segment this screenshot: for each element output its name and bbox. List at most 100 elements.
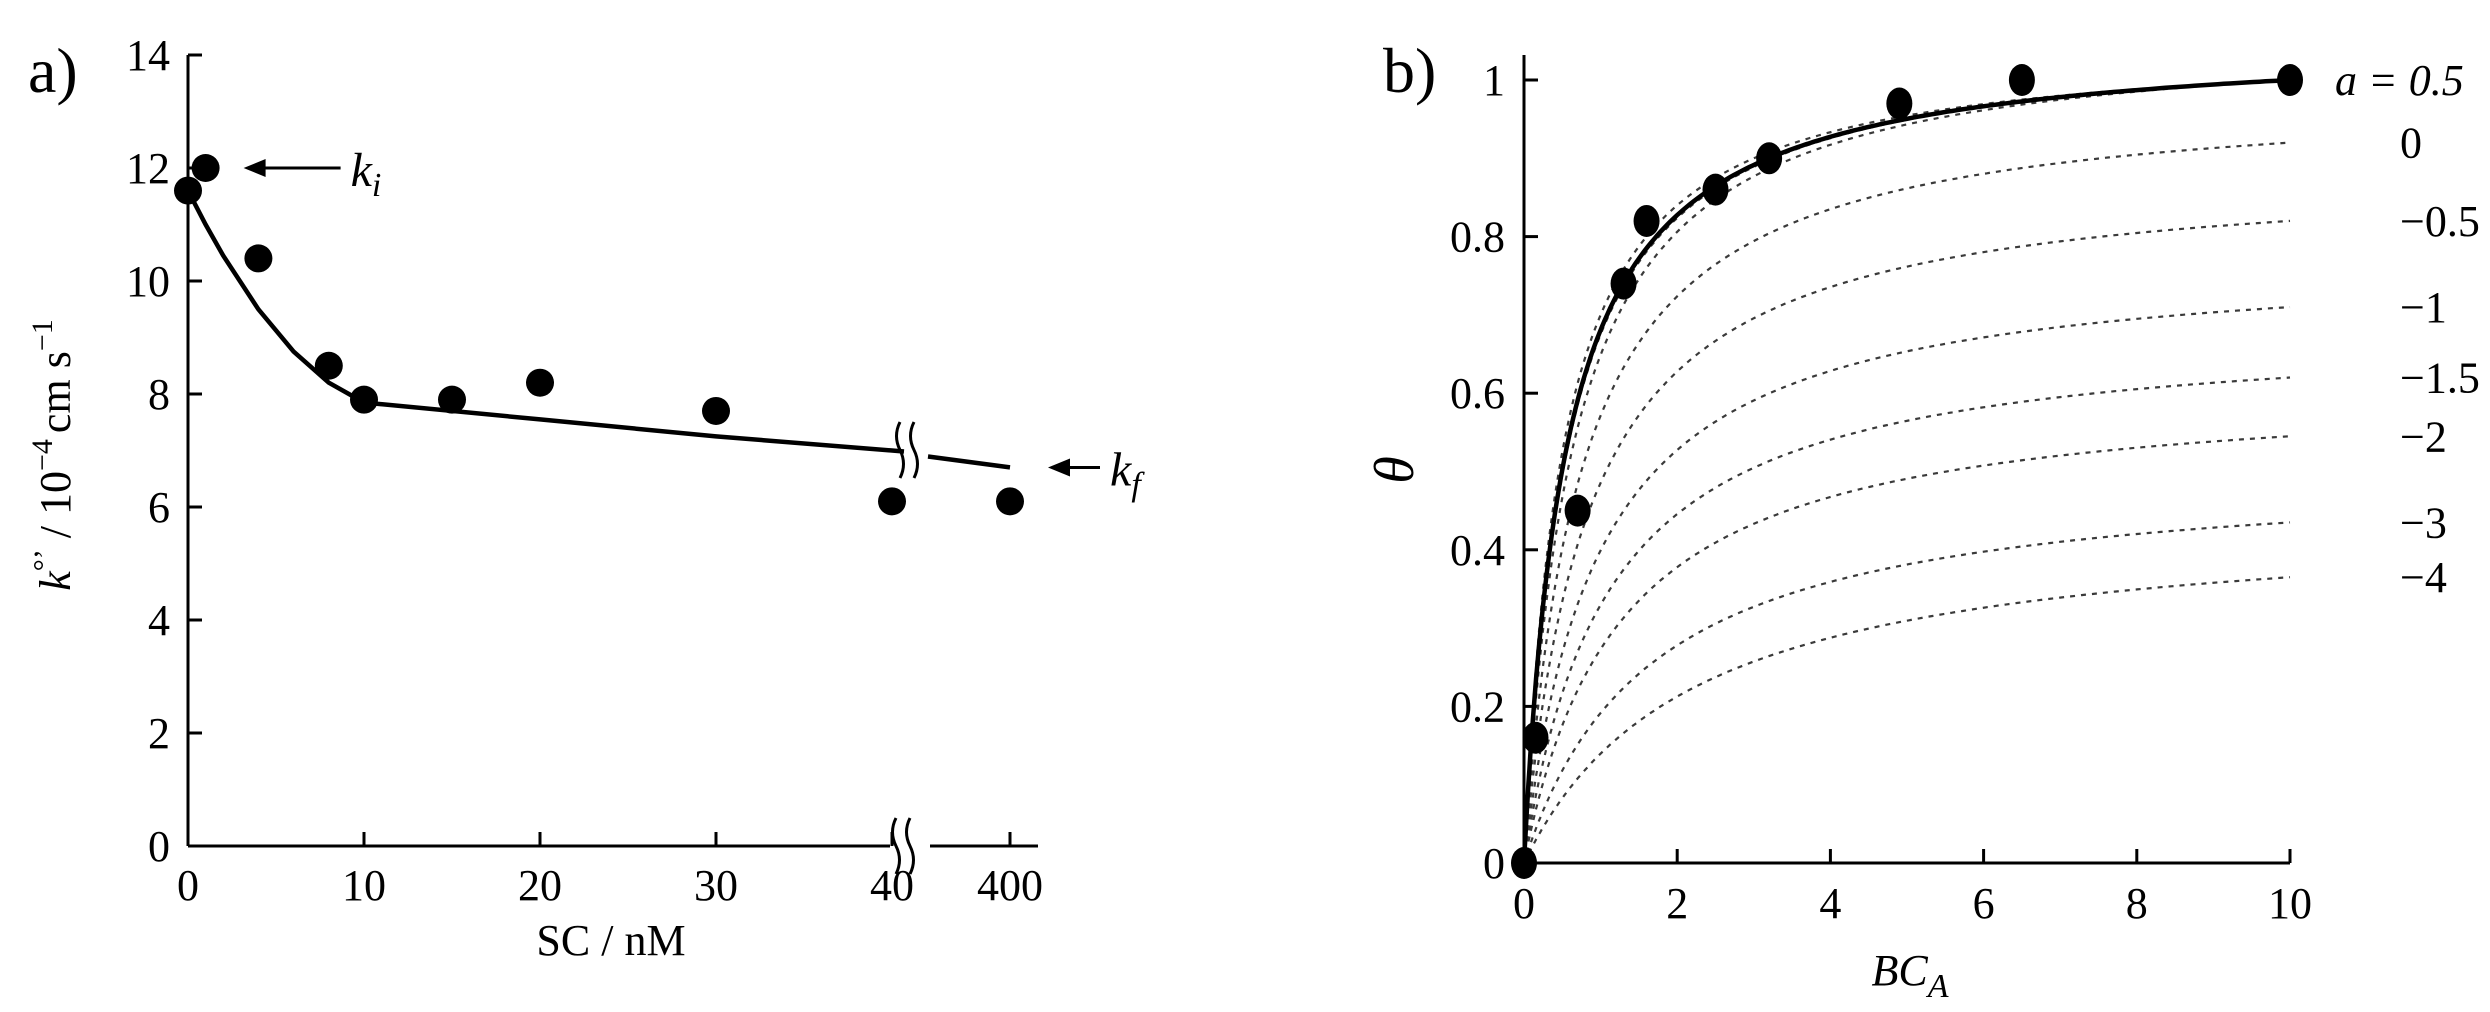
panel-b-x-axis-title-subscript: A — [1926, 968, 1949, 1005]
panel-b-x-tick-label: 0 — [1513, 879, 1535, 928]
panel-b-curve-label: −1.5 — [2400, 354, 2480, 403]
panel-b-model-curve — [1522, 435, 2291, 864]
panel-a-y-axis-title-k: k — [31, 570, 80, 591]
panel-a-x-tick-label: 0 — [177, 861, 199, 910]
panel-a-x-tick-label: 30 — [694, 861, 738, 910]
panel-b-curve-label-text: −0.5 — [2400, 197, 2480, 246]
panel-b-model-curve — [1523, 576, 2291, 864]
panel-b-curve-label-text: −1 — [2400, 283, 2447, 332]
panel-b-model-curve — [1522, 219, 2291, 864]
panel-b-y-tick-label: 0.6 — [1450, 369, 1505, 418]
panel-b-data-point — [2277, 64, 2303, 96]
panel-b-curve-label: 0 — [2400, 119, 2422, 168]
panel-b-curve-label-text: −4 — [2400, 553, 2447, 602]
panel-a-y-tick-label: 12 — [126, 144, 170, 193]
panel-a-y-tick-label: 14 — [126, 31, 170, 80]
panel-b-curve-label: −1 — [2400, 283, 2447, 332]
panel-a-data-point — [350, 385, 378, 414]
panel-a-axis-break-mark — [891, 817, 901, 875]
panel-b-model-curve — [1522, 306, 2291, 864]
panel-b-fit-line — [1521, 77, 2291, 864]
panel-a-x-tick-label: 40 — [870, 861, 914, 910]
panel-b-data-point — [2008, 64, 2035, 96]
panel-b-x-axis-title-main: BC — [1871, 946, 1928, 995]
panel-b-x-ticks: 0 2 4 6 8 10 — [1513, 849, 2312, 928]
panel-b-curve-label-text: −1.5 — [2400, 354, 2480, 403]
panel-a-data-point — [244, 244, 273, 273]
panel-b-x-tick-label: 8 — [2126, 879, 2148, 928]
panel-b-curve-label: −2 — [2400, 412, 2447, 461]
panel-b-model-curve — [1522, 141, 2291, 864]
panel-b-curve-label-text: −3 — [2400, 498, 2447, 547]
panel-b-x-axis-title: BCA — [1871, 946, 1948, 1005]
panel-b-curve-label-text: −2 — [2400, 412, 2447, 461]
panel-b-y-tick-label: 1 — [1483, 56, 1505, 105]
panel-b-model-curve — [1522, 78, 2291, 864]
panel-b-data-point — [1886, 87, 1913, 120]
panel-a-x-ticks: 0 10 20 30 40 400 — [177, 832, 1043, 910]
panel-a-data-points — [174, 154, 1024, 516]
panel-a-annotation-subscript: f — [1131, 466, 1145, 503]
panel-b-model-curve — [1522, 521, 2291, 864]
panel-b-curve-labels: a = 0.5 0 −0.5 −1 −1.5 −2 −3 −4 — [2335, 56, 2480, 602]
panel-a-y-axis-title-units-exponent: −1 — [26, 319, 59, 351]
panel-a-x-tick-label: 10 — [342, 861, 386, 910]
panel-a-data-point — [996, 487, 1024, 516]
panel-b-data-points — [1511, 64, 2303, 879]
panel-b-data-point — [1511, 847, 1537, 879]
panel-a-data-point — [878, 487, 906, 516]
panel-b-fit-curve — [1521, 77, 2291, 864]
panel-a-annotation-main: k — [351, 144, 374, 197]
panel-a-x-axis-title: SC / nM — [536, 916, 685, 965]
panel-a-y-axis-title-units: cm s — [31, 351, 80, 433]
panel-b-model-curve — [1522, 376, 2291, 864]
panel-b-curve-label-text: a = 0.5 — [2335, 56, 2464, 105]
panel-a-axes — [186, 55, 1038, 848]
panel-a-y-tick-label: 8 — [148, 370, 170, 419]
panel-b-y-ticks: 0 0.2 0.4 0.6 0.8 1 — [1450, 56, 1538, 888]
panel-b-model-curve — [1522, 78, 2291, 864]
panel-a-annotation-arrowhead — [1048, 458, 1070, 477]
panel-b-curve-label: a = 0.5 — [2335, 56, 2464, 105]
panel-b-data-point — [1756, 142, 1783, 175]
panel-a-y-tick-label: 2 — [148, 709, 170, 758]
panel-a-y-axis-title-degree: °’ — [28, 549, 61, 571]
panel-b-model-curves — [1522, 78, 2291, 864]
panel-b: b) 0 0.2 0.4 0.6 0.8 1 0 2 4 6 8 10 a = 0.5 0 −0.5 −1… — [1364, 35, 2480, 1005]
panel-a-data-point — [438, 385, 466, 414]
panel-b-data-point — [1564, 494, 1591, 527]
panel-a-label: a) — [28, 35, 78, 106]
panel-a-data-point — [191, 154, 220, 182]
panel-a-y-tick-label: 6 — [148, 483, 170, 532]
panel-a-data-point — [314, 351, 343, 380]
panel-b-data-point — [1702, 173, 1729, 206]
panel-a-axis-break-mark — [905, 817, 915, 875]
panel-a-y-ticks: 0 2 4 6 8 10 12 14 — [126, 31, 202, 871]
panel-a-fit-line — [186, 189, 1011, 470]
panel-a-y-axis-title: k°’ / 10−4 cm s−1 — [26, 319, 80, 591]
panel-b-y-axis-title: θ — [1364, 456, 1426, 484]
panel-a-data-point — [526, 368, 554, 397]
panel-a-annotation-subscript: i — [372, 167, 381, 204]
panel-b-x-tick-label: 10 — [2268, 879, 2312, 928]
panel-b-label: b) — [1383, 35, 1436, 106]
panel-a-y-tick-label: 4 — [148, 596, 170, 645]
panel-b-data-point — [1610, 267, 1637, 300]
panel-b-y-tick-label: 0.8 — [1450, 213, 1505, 262]
panel-b-y-tick-label: 0.2 — [1450, 682, 1505, 731]
panel-b-y-tick-label: 0.4 — [1450, 526, 1505, 575]
panel-b-model-curve — [1522, 78, 2291, 864]
panel-a-data-point — [702, 396, 730, 425]
panel-a-annotation-arrowhead — [243, 159, 266, 177]
panel-b-data-point — [1633, 204, 1660, 237]
panel-b-x-tick-label: 6 — [1973, 879, 1995, 928]
panel-a-x-tick-label: 400 — [977, 861, 1043, 910]
panel-a-data-point — [174, 176, 202, 205]
panel-b-axes — [1522, 55, 2290, 865]
panel-b-x-tick-label: 2 — [1666, 879, 1688, 928]
panel-b-x-tick-label: 4 — [1819, 879, 1841, 928]
panel-a-x-tick-label: 20 — [518, 861, 562, 910]
panel-a-fit-line-segment — [927, 454, 1011, 470]
